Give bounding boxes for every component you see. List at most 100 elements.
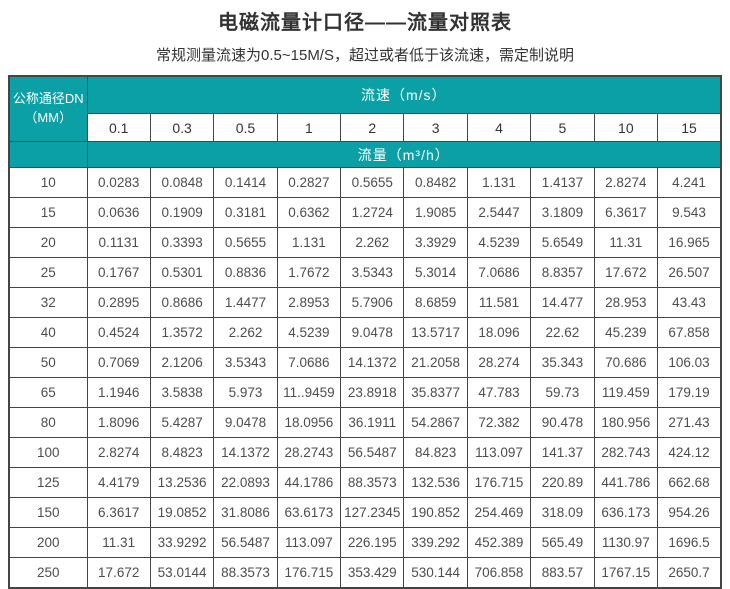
flow-value-cell: 6.3617 <box>593 197 659 228</box>
flow-value-cell: 0.5655 <box>340 167 405 198</box>
flow-value-cell: 141.37 <box>530 437 595 468</box>
flow-value-cell: 176.715 <box>276 557 342 589</box>
flow-value-cell: 1.4137 <box>530 167 595 198</box>
flow-value-cell: 2.8953 <box>276 287 342 318</box>
speed-value-cell: 15 <box>657 113 722 142</box>
flow-value-cell: 3.3929 <box>403 227 468 258</box>
flow-value-cell: 9.0478 <box>213 407 278 438</box>
flow-value-cell: 18.096 <box>466 317 532 348</box>
flow-value-cell: 0.5655 <box>213 227 278 258</box>
dn-cell: 25 <box>8 257 88 288</box>
table-row: 15 0.0636 0.1909 0.3181 0.6362 1.2724 1.9085 2.… <box>8 197 722 228</box>
flow-value-cell: 31.8086 <box>213 497 278 528</box>
flow-value-cell: 4.5239 <box>466 227 532 258</box>
dn-cell: 50 <box>8 347 88 378</box>
flow-value-cell: 176.715 <box>466 467 532 498</box>
dn-cell: 150 <box>8 497 88 528</box>
flow-value-cell: 226.195 <box>340 527 405 558</box>
flow-value-cell: 106.03 <box>657 347 722 378</box>
flow-value-cell: 16.965 <box>657 227 722 258</box>
flow-value-cell: 44.1786 <box>276 467 342 498</box>
flow-value-cell: 2.262 <box>213 317 278 348</box>
flow-value-cell: 424.12 <box>657 437 722 468</box>
flow-value-cell: 5.6549 <box>530 227 595 258</box>
flow-value-cell: 56.5487 <box>213 527 278 558</box>
flow-value-cell: 18.0956 <box>276 407 342 438</box>
dn-cell: 80 <box>8 407 88 438</box>
table-row: 80 1.8096 5.4287 9.0478 18.0956 36.1911 54.286… <box>8 407 722 438</box>
page-subtitle: 常规测量流速为0.5~15M/S，超过或者低于该流速，需定制说明 <box>156 47 574 64</box>
flow-value-cell: 318.09 <box>530 497 595 528</box>
flow-header-label: 流量（m³/h） <box>86 141 722 168</box>
flow-value-cell: 3.5343 <box>213 347 278 378</box>
flow-value-cell: 14.1372 <box>340 347 405 378</box>
flow-value-cell: 179.19 <box>657 377 722 408</box>
flow-value-cell: 1.9085 <box>403 197 468 228</box>
flow-value-cell: 56.5487 <box>340 437 405 468</box>
flow-value-cell: 11.581 <box>466 287 532 318</box>
speed-value-cell: 0.5 <box>213 113 278 142</box>
flow-value-cell: 0.0283 <box>86 167 151 198</box>
flow-value-cell: 1.131 <box>466 167 532 198</box>
flow-value-cell: 0.2895 <box>86 287 151 318</box>
flow-value-cell: 8.8357 <box>530 257 595 288</box>
flow-value-cell: 47.783 <box>466 377 532 408</box>
flow-value-cell: 254.469 <box>466 497 532 528</box>
flow-value-cell: 26.507 <box>657 257 722 288</box>
flow-value-cell: 13.2536 <box>149 467 215 498</box>
flow-value-cell: 14.477 <box>530 287 595 318</box>
table-row: 250 17.672 53.0144 88.3573 176.715 353.429 530… <box>8 557 722 589</box>
table-row: 40 0.4524 1.3572 2.262 4.5239 9.0478 13.5717 18… <box>8 317 722 348</box>
flow-value-cell: 5.3014 <box>403 257 468 288</box>
flow-value-cell: 7.0686 <box>466 257 532 288</box>
flow-value-cell: 0.6362 <box>276 197 342 228</box>
flow-value-cell: 1130.97 <box>593 527 659 558</box>
flow-value-cell: 190.852 <box>403 497 468 528</box>
flow-value-cell: 28.2743 <box>276 437 342 468</box>
table-row: 10 0.0283 0.0848 0.1414 0.2827 0.5655 0.8482 1.… <box>8 167 722 198</box>
speed-value-cell: 4 <box>466 113 532 142</box>
flow-value-cell: 33.9292 <box>149 527 215 558</box>
table-row: 50 0.7069 2.1206 3.5343 7.0686 14.1372 21.2058… <box>8 347 722 378</box>
flow-value-cell: 530.144 <box>403 557 468 589</box>
flow-value-cell: 954.26 <box>657 497 722 528</box>
flow-value-cell: 6.3617 <box>86 497 151 528</box>
flow-value-cell: 1.7672 <box>276 257 342 288</box>
flow-value-cell: 0.2827 <box>276 167 342 198</box>
flow-value-cell: 23.8918 <box>340 377 405 408</box>
flow-value-cell: 43.43 <box>657 287 722 318</box>
flow-value-cell: 4.5239 <box>276 317 342 348</box>
corner-header-dn: 公称通径DN （MM） <box>8 75 88 142</box>
flow-value-cell: 84.823 <box>403 437 468 468</box>
flow-value-cell: 0.4524 <box>86 317 151 348</box>
table-body: 10 0.0283 0.0848 0.1414 0.2827 0.5655 0.8482 1.… <box>8 167 722 589</box>
flow-value-cell: 14.1372 <box>213 437 278 468</box>
flow-value-cell: 22.62 <box>530 317 595 348</box>
flow-value-cell: 180.956 <box>593 407 659 438</box>
dn-cell: 65 <box>8 377 88 408</box>
flow-value-cell: 2.262 <box>340 227 405 258</box>
speed-value-cell: 0.3 <box>149 113 215 142</box>
flow-value-cell: 8.6859 <box>403 287 468 318</box>
flow-value-cell: 28.953 <box>593 287 659 318</box>
flow-value-cell: 4.4179 <box>86 467 151 498</box>
flow-value-cell: 3.5838 <box>149 377 215 408</box>
flow-value-cell: 0.5301 <box>149 257 215 288</box>
flow-value-cell: 0.0636 <box>86 197 151 228</box>
flow-header-row: 流量（m³/h） <box>8 141 722 168</box>
flow-value-cell: 127.2345 <box>340 497 405 528</box>
flow-value-cell: 7.0686 <box>276 347 342 378</box>
flow-value-cell: 282.743 <box>593 437 659 468</box>
flow-value-cell: 132.536 <box>403 467 468 498</box>
dn-cell: 32 <box>8 287 88 318</box>
flow-value-cell: 353.429 <box>340 557 405 589</box>
dn-cell: 100 <box>8 437 88 468</box>
flow-value-cell: 63.6173 <box>276 497 342 528</box>
flow-value-cell: 1.1946 <box>86 377 151 408</box>
dn-cell: 250 <box>8 557 88 589</box>
flow-value-cell: 0.3393 <box>149 227 215 258</box>
flow-value-cell: 0.8836 <box>213 257 278 288</box>
dn-cell: 200 <box>8 527 88 558</box>
table-row: 25 0.1767 0.5301 0.8836 1.7672 3.5343 5.3014 7.… <box>8 257 722 288</box>
